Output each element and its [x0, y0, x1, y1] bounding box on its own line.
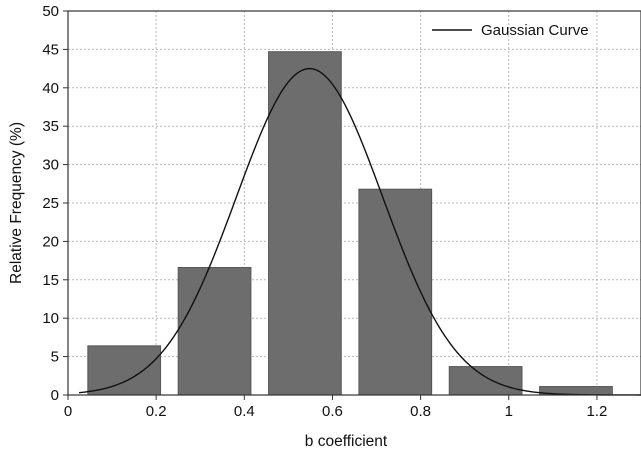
y-tick-label: 20 [42, 233, 59, 250]
y-tick-label: 50 [42, 3, 59, 20]
x-tick-label: 0.6 [322, 403, 343, 420]
y-tick-label: 45 [42, 41, 59, 58]
legend: Gaussian Curve [432, 22, 589, 39]
x-axis-title: b coefficient [305, 433, 388, 450]
grid-lines [68, 11, 641, 395]
y-tick-label: 35 [42, 118, 59, 135]
histogram-bar [448, 366, 523, 396]
y-axis-title: Relative Frequency (%) [8, 122, 25, 284]
bar-group [87, 51, 613, 396]
x-tick-label: 0.8 [410, 403, 431, 420]
y-tick-label: 40 [42, 80, 59, 97]
legend-label: Gaussian Curve [481, 22, 589, 39]
histogram-bar [87, 345, 162, 396]
histogram-bar [358, 188, 433, 396]
y-tick-label: 5 [51, 349, 59, 366]
y-tick-label: 15 [42, 272, 59, 289]
y-tick-label: 30 [42, 157, 59, 174]
gaussian-curve-layer [78, 67, 641, 396]
x-tick-label: 0 [64, 403, 72, 420]
y-tick-label: 0 [51, 387, 59, 404]
y-tick-label: 10 [42, 310, 59, 327]
x-tick-label: 1.2 [586, 403, 607, 420]
x-tick-label: 0.4 [234, 403, 255, 420]
histogram-bar [268, 51, 342, 396]
histogram-bar [177, 267, 252, 396]
x-tick-label: 1 [505, 403, 513, 420]
y-tick-label: 25 [42, 195, 59, 212]
tick-group: 0 5 10 15 20 25 30 35 40 45 50 0 0.2 0.4 0.6 0.8 1 1.2 [42, 3, 607, 420]
gaussian-curve-line [78, 67, 641, 396]
x-tick-label: 0.2 [146, 403, 167, 420]
